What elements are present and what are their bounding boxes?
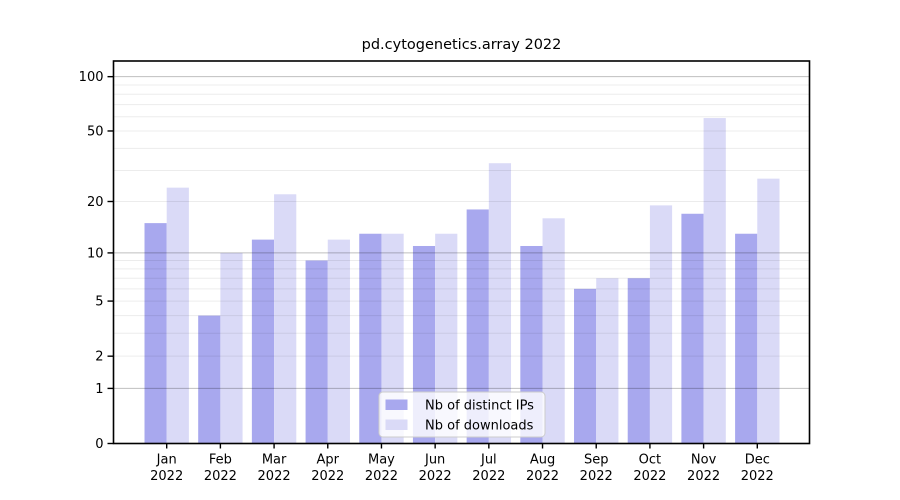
- bar-downloads-jan: [166, 187, 189, 444]
- x-tick-label: Oct 2022: [633, 453, 666, 485]
- bar-downloads-aug: [542, 218, 565, 444]
- legend-swatch: [385, 419, 408, 430]
- x-tick-label: Sep 2022: [580, 453, 613, 485]
- bar-distinct-ips-may: [359, 233, 382, 444]
- legend-swatch: [385, 399, 408, 410]
- y-tick-label: 2: [95, 350, 103, 365]
- x-tick-label: Feb 2022: [204, 453, 237, 485]
- bar-downloads-may: [381, 233, 404, 444]
- x-tick-label: Jan 2022: [150, 453, 183, 485]
- y-tick-label: 100: [79, 70, 104, 85]
- y-tick-label: 5: [95, 295, 103, 310]
- legend-box: [378, 391, 546, 438]
- y-tick-label: 1: [95, 382, 103, 397]
- y-tick-label: 50: [87, 124, 104, 139]
- x-tick-label: Aug 2022: [526, 453, 559, 485]
- x-tick-label: Apr 2022: [311, 453, 344, 485]
- bar-distinct-ips-dec: [735, 233, 758, 444]
- bar-downloads-jun: [435, 233, 458, 444]
- bar-distinct-ips-jan: [144, 223, 167, 444]
- bar-distinct-ips-feb: [198, 315, 221, 444]
- x-tick-label: Jun 2022: [419, 453, 452, 485]
- bar-distinct-ips-jul: [466, 209, 489, 444]
- legend-label: Nb of distinct IPs: [425, 399, 534, 414]
- bar-distinct-ips-oct: [627, 278, 650, 444]
- legend-label: Nb of downloads: [425, 419, 534, 434]
- bar-distinct-ips-nov: [681, 213, 704, 444]
- bar-downloads-jul: [488, 163, 512, 444]
- x-tick-label: Jul 2022: [472, 453, 505, 485]
- y-tick-label: 0: [95, 437, 103, 452]
- x-tick-label: Dec 2022: [741, 453, 774, 485]
- bar-downloads-apr: [327, 239, 350, 444]
- bar-downloads-nov: [703, 118, 726, 444]
- chart-title: pd.cytogenetics.array 2022: [361, 37, 562, 53]
- x-tick-label: May 2022: [365, 453, 398, 485]
- bar-downloads-feb: [220, 252, 243, 444]
- bar-downloads-mar: [274, 194, 297, 444]
- x-tick-label: Mar 2022: [258, 453, 291, 485]
- bar-distinct-ips-sep: [574, 288, 597, 444]
- bar-downloads-sep: [596, 278, 619, 444]
- y-tick-label: 10: [87, 246, 104, 261]
- bar-downloads-oct: [649, 205, 673, 444]
- x-tick-label: Nov 2022: [687, 453, 720, 485]
- bar-downloads-dec: [757, 178, 780, 444]
- bar-distinct-ips-apr: [305, 260, 328, 444]
- bar-distinct-ips-mar: [251, 239, 275, 444]
- y-tick-label: 20: [87, 195, 104, 210]
